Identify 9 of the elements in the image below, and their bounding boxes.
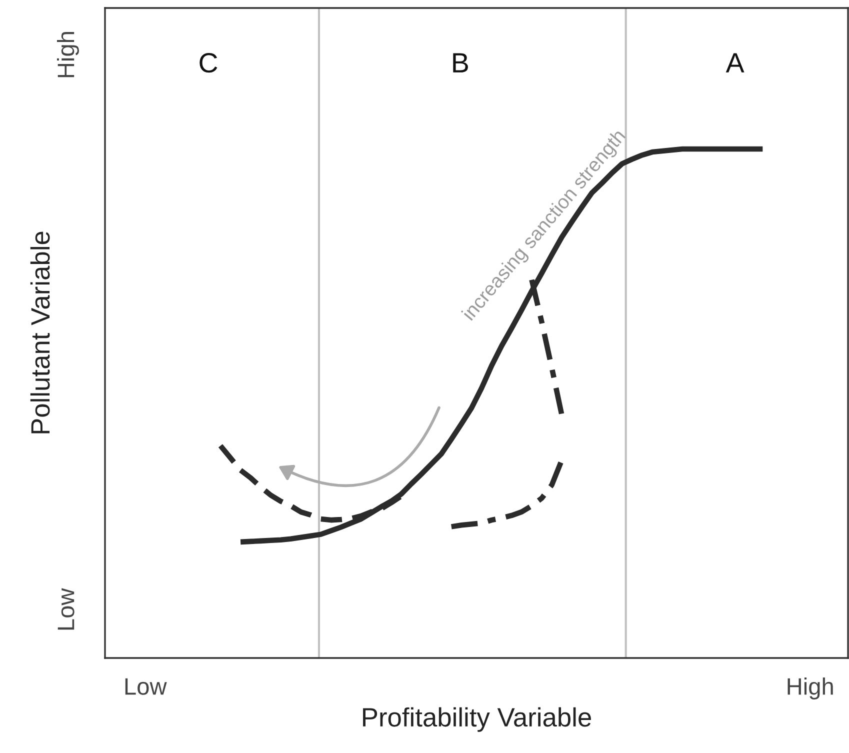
text: B <box>453 53 468 72</box>
x-axis-title: Profitability Variable <box>363 707 591 732</box>
text: Low <box>58 588 74 630</box>
text: High <box>56 32 79 78</box>
y-axis-title: Pollutant Variable <box>30 232 50 434</box>
text: C <box>200 52 218 73</box>
text: A <box>726 53 744 72</box>
text: Low <box>125 678 167 695</box>
text: High <box>788 678 833 700</box>
